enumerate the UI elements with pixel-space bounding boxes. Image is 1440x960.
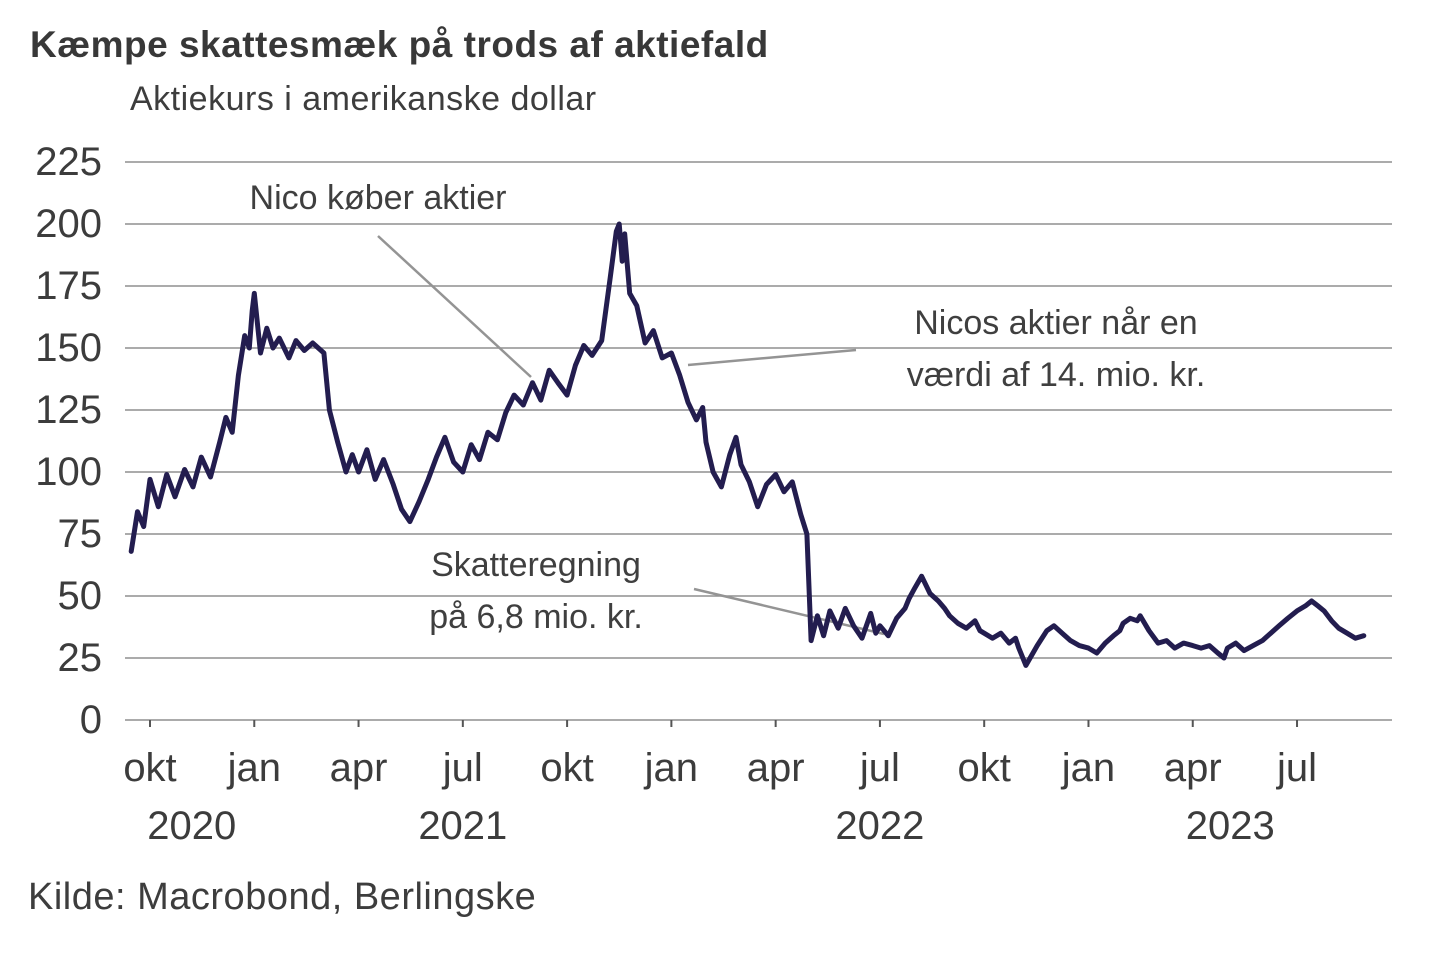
price-line <box>128 221 1367 668</box>
y-axis-tick-label: 125 <box>35 388 102 432</box>
x-axis-month-label: jul <box>442 746 483 790</box>
y-axis-tick-label: 0 <box>79 698 102 742</box>
annotation-nicos-value-pointer <box>687 348 857 367</box>
x-axis-year-label: 2023 <box>1185 804 1275 848</box>
x-axis-month-label: jul <box>859 746 900 790</box>
x-axis-month-label: jan <box>227 746 281 790</box>
y-axis-tick-label: 50 <box>57 574 103 618</box>
x-axis-month-label: jan <box>1061 746 1116 790</box>
chart-title: Kæmpe skattesmæk på trods af aktiefald <box>30 24 769 65</box>
y-axis-tick-label: 225 <box>35 140 102 184</box>
x-axis-year-label: 2021 <box>418 804 508 848</box>
x-axis-month-label: okt <box>957 746 1011 790</box>
x-axis-month-label: apr <box>329 746 388 790</box>
y-axis-tick-label: 25 <box>57 636 103 680</box>
x-axis-month-label: okt <box>540 746 594 790</box>
annotation-tax-bill-line: på 6,8 mio. kr. <box>429 598 643 636</box>
x-axis-ticks <box>149 720 1299 727</box>
annotation-tax-bill-line: Skatteregning <box>431 546 641 584</box>
x-axis-month-label: jul <box>1277 746 1318 790</box>
x-axis-month-label: apr <box>746 746 805 790</box>
y-axis-tick-label: 150 <box>35 326 102 370</box>
annotation-nicos-value-line: Nicos aktier når en <box>914 304 1198 342</box>
x-axis-month-label: jan <box>644 746 699 790</box>
y-axis-tick-label: 200 <box>35 202 102 246</box>
x-axis-year-label: 2022 <box>835 804 925 848</box>
source-credit: Kilde: Macrobond, Berlingske <box>28 876 537 918</box>
x-axis-month-label: okt <box>123 746 177 790</box>
x-axis-month-label: apr <box>1163 746 1222 790</box>
annotation-nico-buys: Nico køber aktier <box>250 172 507 224</box>
y-axis-tick-label: 100 <box>35 450 102 494</box>
gridlines <box>125 161 1392 721</box>
x-axis-year-label: 2020 <box>147 804 237 848</box>
chart-subtitle: Aktiekurs i amerikanske dollar <box>130 80 597 118</box>
annotation-nico-buys-pointer <box>377 235 532 378</box>
annotation-nicos-value: Nicos aktier når en værdi af 14. mio. kr. <box>907 297 1206 401</box>
annotation-tax-bill: Skatteregning på 6,8 mio. kr. <box>429 539 643 643</box>
annotation-nico-buys-line: Nico køber aktier <box>249 179 507 217</box>
y-axis-tick-label: 175 <box>35 264 102 308</box>
annotation-nicos-value-line: værdi af 14. mio. kr. <box>906 356 1206 394</box>
y-axis-tick-label: 75 <box>57 512 103 556</box>
